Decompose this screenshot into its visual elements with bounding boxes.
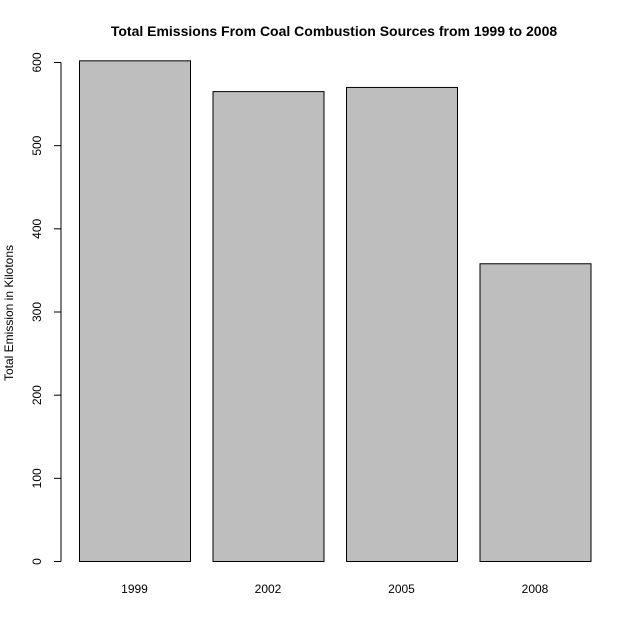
y-tick-label: 100	[30, 468, 44, 488]
bar-2002	[212, 91, 325, 562]
x-tick-label: 1999	[121, 582, 148, 596]
bar-2005	[346, 86, 458, 562]
bars-group	[79, 60, 592, 562]
x-tick-label: 2005	[388, 582, 415, 596]
bar-2008	[479, 263, 592, 562]
chart-title: Total Emissions From Coal Combustion Sou…	[111, 23, 558, 39]
y-tick-label: 300	[30, 302, 44, 322]
y-tick-label: 0	[30, 558, 44, 565]
x-tick-label: 2008	[522, 582, 549, 596]
bar-1999	[79, 60, 191, 562]
y-tick-label: 600	[30, 52, 44, 72]
y-tick-label: 200	[30, 385, 44, 405]
y-axis-title: Total Emission in Kilotons	[2, 245, 16, 381]
y-tick-label: 500	[30, 135, 44, 155]
y-axis: 0 100 200 300 400 500 600	[30, 52, 62, 565]
x-tick-label: 2002	[255, 582, 282, 596]
x-axis-labels: 1999 2002 2005 2008	[121, 582, 549, 596]
y-tick-label: 400	[30, 219, 44, 239]
